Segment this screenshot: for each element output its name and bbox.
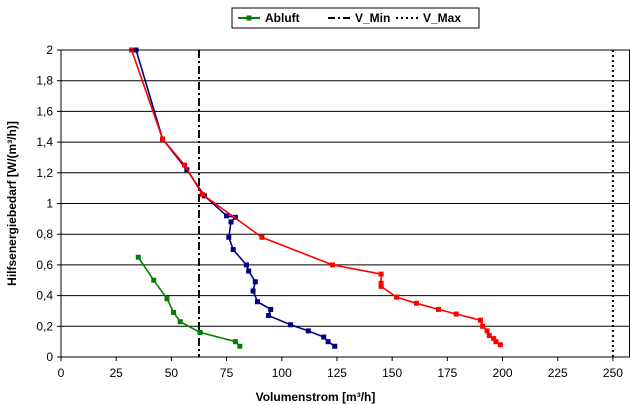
legend-item: V_Min xyxy=(328,11,390,25)
data-point xyxy=(288,322,294,328)
data-point xyxy=(197,329,203,335)
data-point xyxy=(484,328,490,334)
data-point xyxy=(325,339,331,345)
y-tick-label: 0,6 xyxy=(36,258,53,272)
legend: Abluft V_Min V_Max xyxy=(231,7,480,29)
data-point xyxy=(259,234,265,240)
data-point xyxy=(413,300,419,306)
legend-label: V_Min xyxy=(355,11,390,25)
legend-items: Abluft V_Min V_Max xyxy=(238,11,461,25)
legend-label: Abluft xyxy=(265,11,300,25)
data-point xyxy=(394,294,400,300)
legend-item: Abluft xyxy=(238,11,300,25)
y-tick-label: 0,2 xyxy=(36,319,53,333)
x-tick-label: 25 xyxy=(110,366,124,380)
data-point xyxy=(199,191,205,197)
series-abluft xyxy=(135,254,243,349)
data-point xyxy=(177,319,183,325)
data-point xyxy=(164,296,170,302)
data-point xyxy=(321,334,327,340)
x-tick-label: 150 xyxy=(382,366,402,380)
data-point xyxy=(252,279,258,285)
y-axis-label: Hilfsenergiebedarf [W/(m³/h)] xyxy=(5,121,19,286)
x-tick-label: 0 xyxy=(58,366,65,380)
y-tick-label: 0 xyxy=(46,350,53,364)
data-point xyxy=(224,213,230,219)
data-point xyxy=(486,333,492,339)
data-point xyxy=(436,306,442,312)
y-tick-label: 0,4 xyxy=(36,289,53,303)
y-tick-label: 0,8 xyxy=(36,227,53,241)
data-point xyxy=(332,343,338,349)
y-tick-label: 1,2 xyxy=(36,166,53,180)
data-point xyxy=(135,254,141,260)
x-tick-label: 250 xyxy=(603,366,623,380)
data-point xyxy=(254,299,260,305)
data-point xyxy=(171,309,177,315)
legend-item: V_Max xyxy=(396,11,461,25)
y-tick-label: 2 xyxy=(46,43,53,57)
data-point xyxy=(480,323,486,329)
data-point xyxy=(266,313,272,319)
x-tick-label: 225 xyxy=(548,366,568,380)
data-point xyxy=(330,262,336,268)
data-point xyxy=(226,234,232,240)
data-point xyxy=(491,336,497,342)
data-point xyxy=(378,283,384,289)
legend-marker xyxy=(246,15,252,21)
data-point xyxy=(305,328,311,334)
data-point xyxy=(378,271,384,277)
data-point xyxy=(453,311,459,317)
legend-box xyxy=(231,7,480,29)
y-tick-label: 1,8 xyxy=(36,74,53,88)
x-tick-label: 50 xyxy=(165,366,179,380)
x-tick-label: 100 xyxy=(272,366,292,380)
y-axis-ticks: 0 0,2 0,4 0,6 0,8 1 1,2 1,4 1,6 1,8 2 xyxy=(36,43,61,364)
data-point xyxy=(268,306,274,312)
y-tick-label: 1,6 xyxy=(36,104,53,118)
data-point xyxy=(493,339,499,345)
y-tick-label: 1,4 xyxy=(36,135,53,149)
data-point xyxy=(497,342,503,348)
data-point xyxy=(243,262,249,268)
y-tick-label: 1 xyxy=(46,197,53,211)
data-point xyxy=(250,288,256,294)
series-layer xyxy=(129,47,503,349)
x-axis-ticks: 0 25 50 75 100 125 150 175 200 225 250 xyxy=(58,357,623,380)
reference-lines xyxy=(197,50,614,357)
series-line xyxy=(137,256,241,347)
data-point xyxy=(151,277,157,283)
data-point xyxy=(228,219,234,225)
data-point xyxy=(160,136,166,142)
legend-label: V_Max xyxy=(423,11,461,25)
series-line xyxy=(135,49,336,347)
data-point xyxy=(378,280,384,286)
x-axis-label: Volumenstrom [m³/h] xyxy=(256,390,376,404)
series-3 xyxy=(129,47,503,348)
series-2 xyxy=(133,47,338,349)
grid-layer xyxy=(61,49,630,358)
series-line xyxy=(130,49,501,346)
data-point xyxy=(230,247,236,253)
data-point xyxy=(182,162,188,168)
data-point xyxy=(246,268,252,274)
x-tick-label: 200 xyxy=(493,366,513,380)
x-tick-label: 175 xyxy=(437,366,457,380)
data-point xyxy=(232,339,238,345)
x-tick-label: 125 xyxy=(327,366,347,380)
x-tick-label: 75 xyxy=(220,366,234,380)
data-point xyxy=(237,343,243,349)
data-point xyxy=(477,317,483,323)
